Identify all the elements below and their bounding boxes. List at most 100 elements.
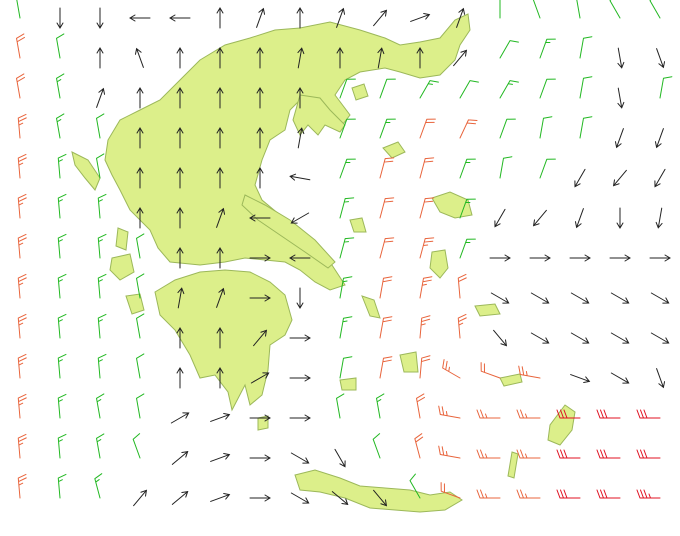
wind-barb <box>249 294 271 302</box>
wind-barb <box>56 33 65 59</box>
wind-barb <box>596 449 621 459</box>
wind-barb <box>171 490 189 505</box>
wind-barb <box>570 332 590 344</box>
wind-barb <box>614 128 624 149</box>
wind-barb <box>659 76 673 99</box>
wind-barb <box>17 233 27 259</box>
chalkidiki <box>292 94 346 136</box>
wind-barb <box>57 353 67 379</box>
wind-barb <box>416 47 424 69</box>
wind-barb <box>249 214 271 222</box>
wind-barb <box>170 412 190 424</box>
skyros <box>349 217 367 233</box>
rhodes <box>547 404 576 446</box>
wind-barb <box>256 87 264 109</box>
wind-barb <box>457 313 467 339</box>
wind-barb <box>494 208 506 228</box>
wind-barb <box>96 47 104 69</box>
wind-barb <box>339 78 356 99</box>
wind-barb <box>456 7 466 28</box>
wind-barb <box>610 372 630 384</box>
wind-barb <box>339 356 353 379</box>
wind-barb <box>97 193 107 219</box>
wind-barb <box>499 80 519 99</box>
milos <box>339 377 357 391</box>
wind-barb <box>290 492 310 504</box>
wind-barb <box>438 445 461 459</box>
wind-barb <box>210 452 231 462</box>
wind-barb <box>176 47 184 69</box>
wind-barb <box>249 414 271 422</box>
wind-barb <box>493 329 508 347</box>
wind-barb <box>289 254 311 262</box>
kythira <box>257 415 269 431</box>
wind-barb <box>129 14 151 22</box>
wind-barb <box>530 332 550 344</box>
wind-barb <box>249 494 271 502</box>
wind-barb <box>499 40 519 59</box>
wind-barb <box>136 207 144 229</box>
wind-barb <box>442 359 461 379</box>
wind-barb <box>136 233 145 259</box>
wind-barb <box>57 273 67 299</box>
wind-barb <box>216 87 224 109</box>
wind-barb <box>453 49 468 67</box>
wind-barb <box>96 153 105 179</box>
wind-barb <box>457 273 467 299</box>
wind-barb <box>610 332 630 344</box>
wind-barb <box>476 449 501 459</box>
wind-barb <box>250 372 270 384</box>
wind-barb <box>17 193 27 219</box>
wind-barb <box>539 158 556 179</box>
wind-barb <box>459 80 479 99</box>
wind-barb <box>96 87 106 108</box>
wind-barb <box>56 113 65 139</box>
wind-barb <box>556 409 581 419</box>
wind-barb <box>459 198 476 219</box>
wind-barb <box>419 197 435 219</box>
wind-barb <box>216 7 224 29</box>
wind-barb <box>419 118 436 139</box>
wind-barb <box>97 273 107 299</box>
wind-barb <box>216 127 224 149</box>
wind-barb <box>654 168 666 188</box>
wind-barb <box>414 433 424 459</box>
wind-barb <box>612 169 627 187</box>
wind-barb <box>336 47 344 69</box>
wind-barb <box>459 158 476 179</box>
wind-barb <box>379 276 393 299</box>
wind-barb <box>136 313 145 339</box>
wind-barb <box>256 127 264 149</box>
wind-barb <box>296 87 304 109</box>
wind-barb <box>574 208 584 229</box>
wind-barb <box>17 313 27 339</box>
wind-barb <box>216 327 224 349</box>
wind-barb <box>339 316 353 339</box>
peloponnese <box>154 269 293 412</box>
wind-barb <box>596 489 621 499</box>
wind-barb <box>57 433 67 459</box>
wind-barb <box>650 292 670 304</box>
wind-barb <box>569 254 591 262</box>
wind-barb <box>339 237 355 259</box>
corfu <box>71 151 101 191</box>
wind-barb <box>339 118 356 139</box>
wind-barb <box>176 247 184 269</box>
wind-barb <box>177 287 185 309</box>
wind-barb <box>176 207 184 229</box>
wind-barb <box>136 167 144 189</box>
wind-barb <box>216 167 224 189</box>
wind-barb <box>373 9 388 27</box>
karpathos <box>507 451 519 479</box>
wind-barb <box>409 473 421 499</box>
wind-barb <box>256 7 266 28</box>
wind-barb <box>379 197 395 219</box>
wind-barb <box>532 209 547 227</box>
wind-barb <box>556 489 581 499</box>
wind-barb <box>336 393 345 419</box>
wind-barb <box>480 362 501 379</box>
wind-barb <box>650 332 670 344</box>
wind-barb <box>656 48 666 69</box>
wind-barb <box>499 0 501 19</box>
